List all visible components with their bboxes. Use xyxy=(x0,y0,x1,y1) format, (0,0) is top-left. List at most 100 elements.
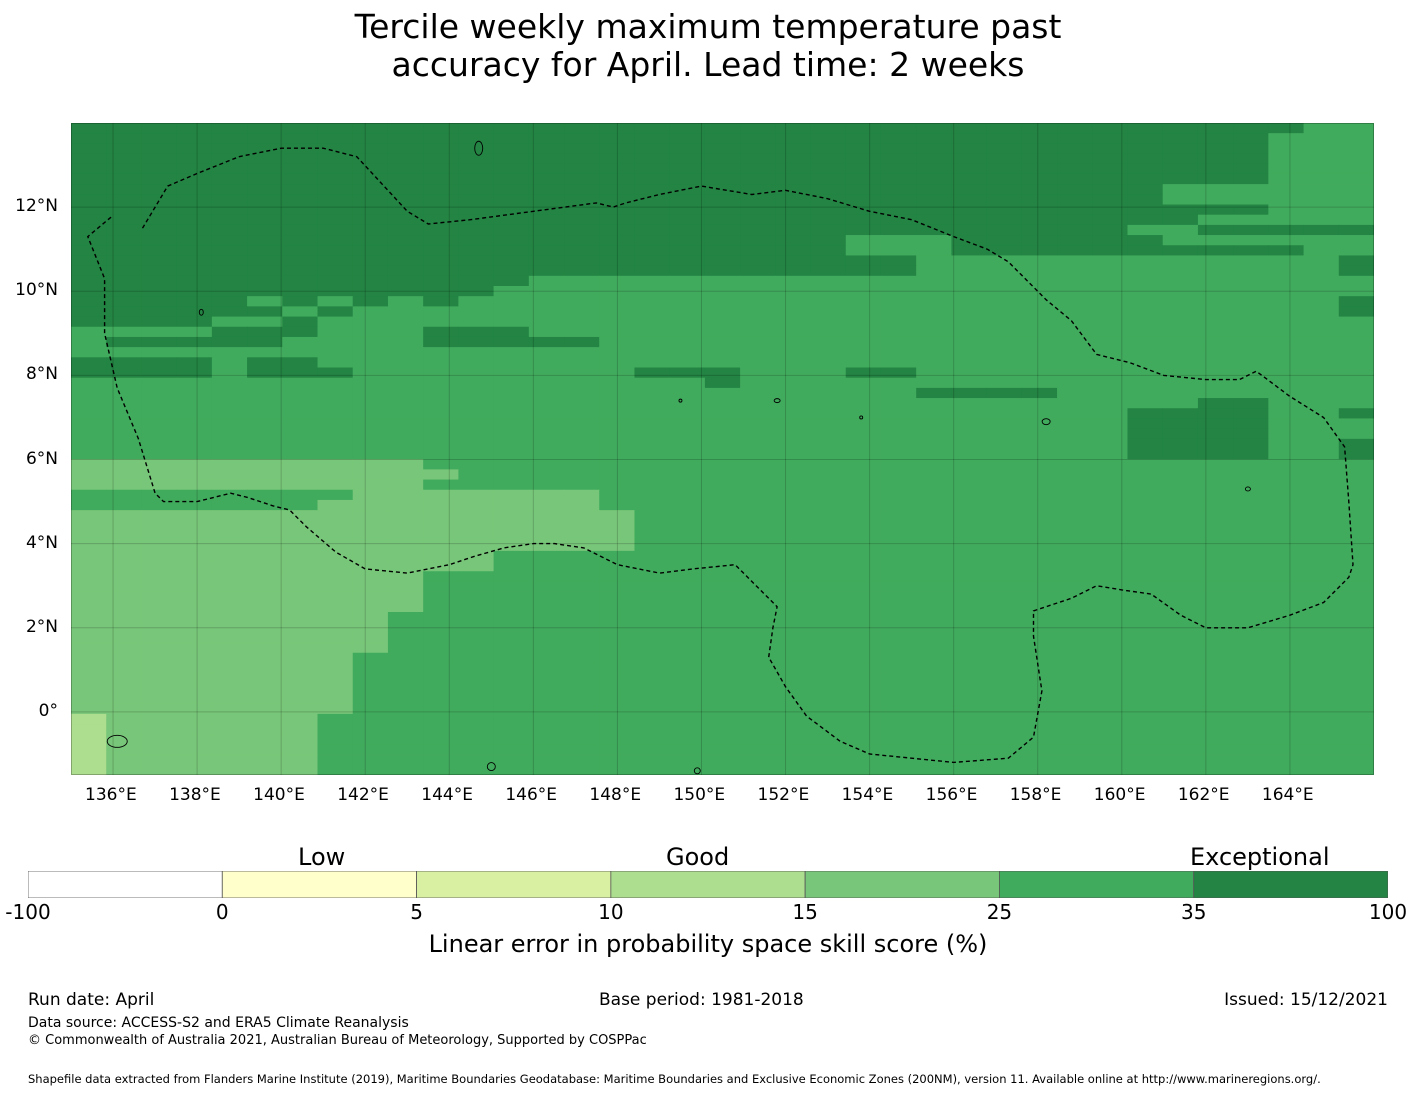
grid-cell xyxy=(916,744,953,756)
grid-cell xyxy=(951,153,988,165)
grid-cell xyxy=(1338,683,1374,695)
grid-cell xyxy=(1303,184,1340,195)
grid-cell xyxy=(141,601,178,613)
grid-cell xyxy=(106,143,143,155)
grid-cell xyxy=(317,296,354,307)
grid-cell xyxy=(71,469,107,481)
grid-cell xyxy=(1303,163,1340,175)
grid-cell xyxy=(176,286,213,297)
grid-cell xyxy=(1092,632,1129,644)
grid-cell xyxy=(106,724,143,735)
grid-cell xyxy=(493,683,530,695)
grid-cell xyxy=(211,367,248,379)
grid-cell xyxy=(669,479,706,491)
grid-cell xyxy=(634,316,671,328)
grid-cell xyxy=(282,275,319,287)
grid-cell xyxy=(247,408,283,420)
grid-cell xyxy=(1021,418,1058,430)
grid-cell xyxy=(1268,703,1305,715)
grid-cell xyxy=(669,622,706,633)
grid-cell xyxy=(317,734,354,746)
grid-cell xyxy=(1162,265,1199,277)
grid-cell xyxy=(1162,612,1199,623)
grid-cell xyxy=(1092,163,1129,175)
grid-cell xyxy=(1162,540,1199,552)
grid-cell xyxy=(1268,306,1305,318)
grid-cell xyxy=(71,235,107,246)
grid-cell xyxy=(951,550,988,562)
grid-cell xyxy=(106,265,143,277)
grid-cell xyxy=(740,398,776,409)
grid-cell xyxy=(1057,652,1093,664)
grid-cell xyxy=(317,275,354,287)
grid-cell xyxy=(282,632,319,644)
grid-cell xyxy=(704,377,741,389)
grid-cell xyxy=(986,764,1023,775)
grid-cell xyxy=(599,347,636,358)
grid-cell xyxy=(1021,275,1058,287)
grid-cell xyxy=(916,734,953,746)
grid-cell xyxy=(740,479,776,491)
grid-cell xyxy=(352,286,389,297)
grid-cell xyxy=(845,245,882,257)
grid-cell xyxy=(1057,265,1093,277)
grid-cell xyxy=(1021,224,1058,236)
grid-cell xyxy=(1127,510,1164,521)
grid-cell xyxy=(282,143,319,155)
grid-cell xyxy=(458,510,495,521)
grid-cell xyxy=(176,693,213,705)
grid-cell xyxy=(880,744,917,756)
grid-cell xyxy=(71,764,107,775)
grid-cell xyxy=(740,469,776,481)
grid-cell xyxy=(669,398,706,409)
grid-cell xyxy=(845,530,882,542)
grid-cell xyxy=(810,235,847,246)
grid-cell xyxy=(1233,235,1269,246)
grid-cell xyxy=(704,163,741,175)
grid-cell xyxy=(282,184,319,195)
grid-cell xyxy=(1268,754,1305,766)
grid-cell xyxy=(387,622,424,633)
grid-cell xyxy=(1197,184,1234,195)
grid-cell xyxy=(106,520,143,532)
colorbar-word-exceptional: Exceptional xyxy=(1190,843,1330,871)
grid-cell xyxy=(1127,703,1164,715)
grid-cell xyxy=(1338,357,1374,369)
grid-cell xyxy=(1338,479,1374,491)
grid-cell xyxy=(317,530,354,542)
grid-cell xyxy=(423,336,459,348)
grid-cell xyxy=(845,703,882,715)
grid-cell xyxy=(106,204,143,216)
grid-cell xyxy=(247,724,283,735)
grid-cell xyxy=(176,265,213,277)
grid-cell xyxy=(1021,265,1058,277)
grid-cell xyxy=(775,622,812,633)
grid-cell xyxy=(317,438,354,450)
grid-cell xyxy=(1162,133,1199,144)
grid-cell xyxy=(1338,265,1374,277)
grid-cell xyxy=(141,428,178,440)
grid-cell xyxy=(282,550,319,562)
grid-cell xyxy=(599,652,636,664)
grid-cell xyxy=(669,632,706,644)
grid-cell xyxy=(564,438,600,450)
grid-cell xyxy=(951,469,988,481)
grid-cell xyxy=(634,255,671,267)
grid-cell xyxy=(352,163,389,175)
grid-cell xyxy=(1233,642,1269,654)
issued-date: Issued: 15/12/2021 xyxy=(1224,990,1388,1010)
grid-cell xyxy=(528,367,565,379)
grid-cell xyxy=(1021,642,1058,654)
run-date: Run date: April xyxy=(28,990,155,1010)
grid-cell xyxy=(387,163,424,175)
grid-cell xyxy=(916,173,953,185)
grid-cell xyxy=(845,438,882,450)
grid-cell xyxy=(916,255,953,267)
grid-cell xyxy=(1057,194,1093,206)
grid-cell xyxy=(141,296,178,307)
grid-cell xyxy=(1092,377,1129,389)
grid-cell xyxy=(1268,662,1305,674)
grid-cell xyxy=(599,642,636,654)
grid-cell xyxy=(986,520,1023,532)
grid-cell xyxy=(1021,632,1058,644)
